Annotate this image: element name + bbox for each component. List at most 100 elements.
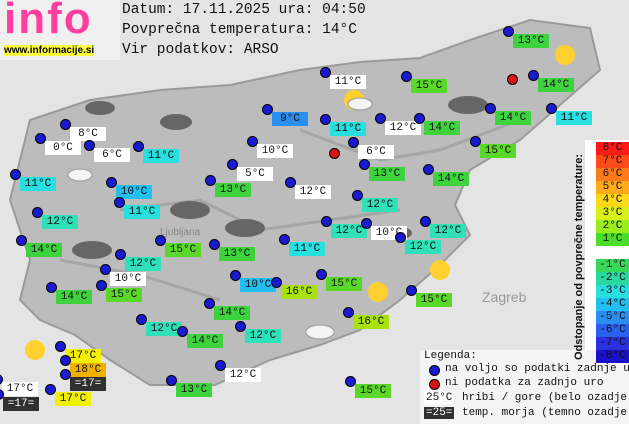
station-dot (96, 280, 107, 291)
station-dot (235, 321, 246, 332)
station-dot (230, 270, 241, 281)
station-dot (45, 384, 56, 395)
scale-step: -2°C (596, 272, 629, 285)
station-dot (528, 70, 539, 81)
station-dot (209, 239, 220, 250)
station-temp: 17°C (55, 392, 91, 406)
station-dot (166, 375, 177, 386)
station-temp: 12°C (42, 215, 78, 229)
station-temp: 12°C (362, 198, 398, 212)
station-temp: 18°C (70, 363, 106, 377)
station-dot (136, 314, 147, 325)
station-dot (348, 137, 359, 148)
station-temp: 11°C (289, 242, 325, 256)
legend-text: hribi / gore (belo ozadje) (462, 392, 629, 404)
station-dot (46, 282, 57, 293)
map-label: Zagreb (482, 289, 527, 305)
station-dot (285, 177, 296, 188)
station-temp: 12°C (225, 368, 261, 382)
legend-text: ni podatka za zadnjo uro (445, 377, 604, 389)
station-temp: 12°C (146, 322, 182, 336)
scale-step: -7°C (596, 337, 629, 350)
legend-dot (429, 365, 440, 376)
station-temp: 11°C (20, 177, 56, 191)
station-dot (204, 298, 215, 309)
scale-step: -1°C (596, 259, 629, 272)
station-temp: 8°C (70, 127, 106, 141)
station-temp: 14°C (26, 243, 62, 257)
station-temp: 14°C (538, 78, 574, 92)
station-temp: 11°C (143, 149, 179, 163)
station-temp: 12°C (385, 121, 421, 135)
station-dot (100, 264, 111, 275)
avg-line: Povprečna temperatura: 14°C (122, 22, 357, 38)
station-dot (352, 190, 363, 201)
station-temp: 15°C (165, 243, 201, 257)
station-dot (470, 136, 481, 147)
station-dot (316, 269, 327, 280)
scale-step: -5°C (596, 311, 629, 324)
station-temp: 13°C (513, 34, 549, 48)
station-temp: 13°C (369, 167, 405, 181)
station-dot (279, 234, 290, 245)
station-dot (32, 207, 43, 218)
station-dot (485, 103, 496, 114)
station-temp: 15°C (416, 293, 452, 307)
station-temp: =17= (70, 377, 106, 391)
station-dot (420, 216, 431, 227)
legend-text: na voljo so podatki zadnje ure (445, 363, 629, 375)
map-label: Ljubljana (160, 227, 200, 238)
station-dot (401, 71, 412, 82)
station-temp: 0°C (45, 141, 81, 155)
station-temp: 13°C (215, 183, 251, 197)
station-temp: 14°C (56, 290, 92, 304)
legend-sample: 25°C (424, 392, 455, 404)
station-dot (395, 232, 406, 243)
station-dot (423, 164, 434, 175)
legend-sample: =25= (424, 407, 455, 419)
station-dot (60, 369, 71, 380)
station-temp: 14°C (424, 121, 460, 135)
station-temp: 11°C (330, 75, 366, 89)
station-temp: 16°C (353, 315, 389, 329)
station-dot (414, 113, 425, 124)
scale-step: -4°C (596, 298, 629, 311)
station-temp: 16°C (281, 285, 317, 299)
station-temp: 15°C (411, 79, 447, 93)
scale-step: 4°C (596, 194, 629, 207)
station-temp: 13°C (176, 383, 212, 397)
missing-dot (507, 74, 518, 85)
source-line: Vir podatkov: ARSO (122, 42, 279, 58)
station-temp: 5°C (237, 167, 273, 181)
station-dot (406, 285, 417, 296)
scale-step: 2°C (596, 220, 629, 233)
station-dot (247, 136, 258, 147)
station-dot (55, 341, 66, 352)
station-temp: 10°C (240, 278, 276, 292)
station-temp: =17= (3, 397, 39, 411)
station-temp: 12°C (125, 257, 161, 271)
station-temp: 15°C (355, 384, 391, 398)
station-dot (205, 175, 216, 186)
logo-site[interactable]: www.informacije.si (4, 45, 95, 56)
legend-text: temp. morja (temno ozadje) (462, 407, 629, 419)
missing-dot (329, 148, 340, 159)
station-dot (375, 113, 386, 124)
station-temp: 12°C (405, 240, 441, 254)
station-dot (503, 26, 514, 37)
station-dot (35, 133, 46, 144)
station-dot (84, 140, 95, 151)
scale-step: 3°C (596, 207, 629, 220)
scale-step: 8°C (596, 142, 629, 155)
station-dot (320, 67, 331, 78)
station-dot (361, 218, 372, 229)
station-dot (271, 277, 282, 288)
station-temp: 15°C (480, 144, 516, 158)
scale-step: 7°C (596, 155, 629, 168)
station-dot (546, 103, 557, 114)
station-temp: 6°C (358, 145, 394, 159)
station-temp: 12°C (245, 329, 281, 343)
station-temp: 14°C (187, 334, 223, 348)
